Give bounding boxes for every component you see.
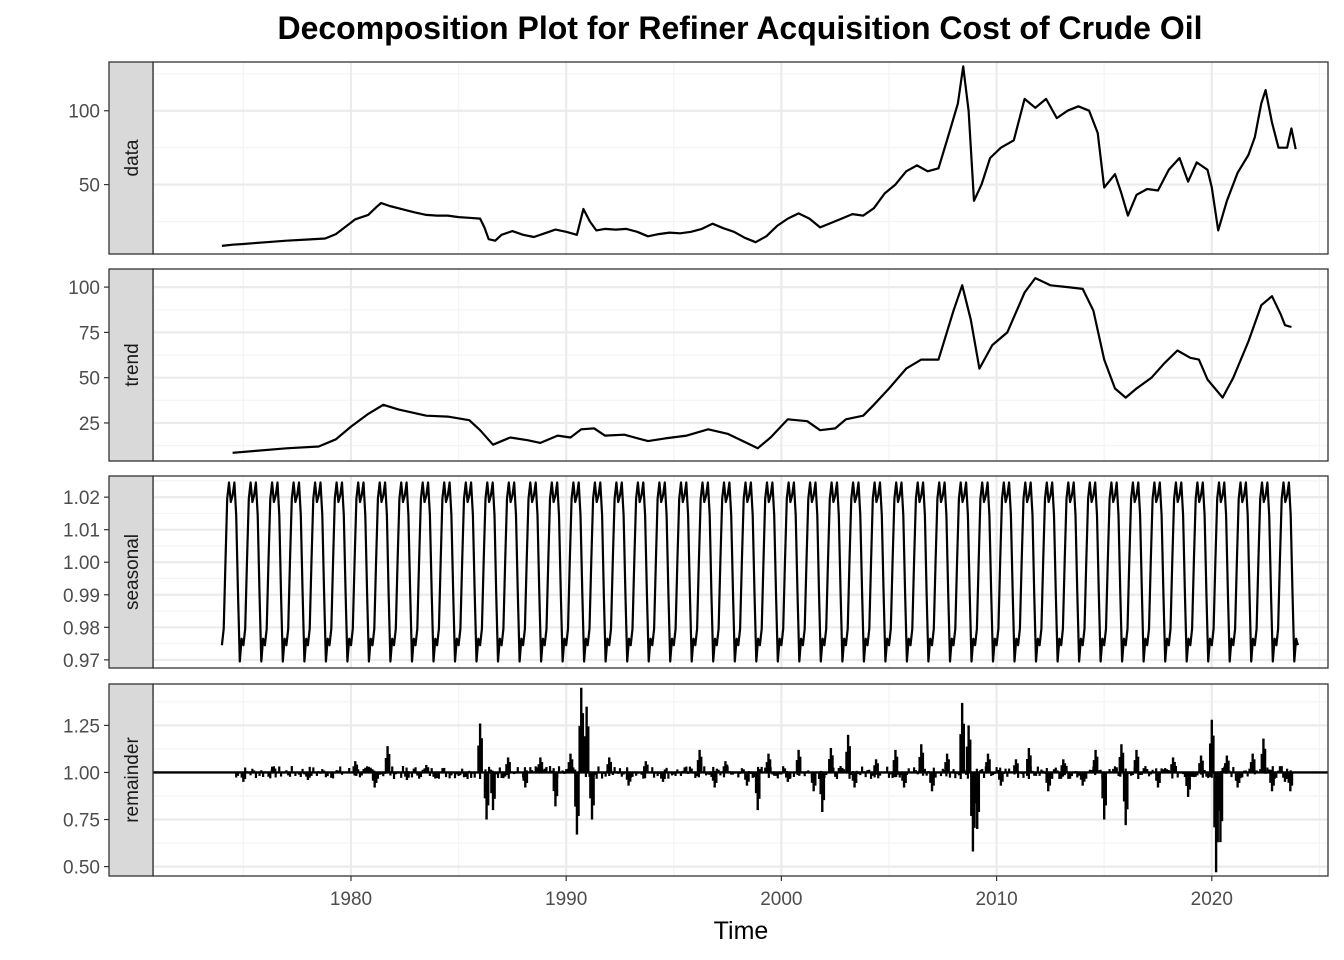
y-tick-label: 1.00 xyxy=(63,763,100,784)
y-tick-label: 100 xyxy=(68,102,100,123)
x-tick-label: 2020 xyxy=(1191,889,1233,910)
x-axis: 1980 1990 2000 2010 2020 xyxy=(330,876,1233,910)
y-tick-label: 75 xyxy=(79,323,100,344)
panel-trend: 25 50 75 100 trend xyxy=(68,268,1329,462)
strip-label-remainder: remainder xyxy=(122,737,143,823)
x-tick-label: 1990 xyxy=(545,889,587,910)
trend-series-line xyxy=(232,277,1292,454)
chart-title: Decomposition Plot for Refiner Acquisiti… xyxy=(277,10,1202,46)
strip-background xyxy=(108,61,154,255)
panel-remainder: 0.50 0.75 1.00 1.25 remainder xyxy=(63,683,1329,879)
data-series-line xyxy=(221,65,1297,247)
strip-background xyxy=(108,683,154,877)
y-tick-label: 0.75 xyxy=(63,811,100,832)
strip-background xyxy=(108,475,154,669)
y-tick-label: 1.01 xyxy=(63,521,100,542)
y-tick-label: 0.97 xyxy=(63,651,100,672)
panel-background xyxy=(153,62,1328,254)
panel-background xyxy=(153,684,1328,876)
panels-layer: 50 100 data 25 50 75 100 trend 0.97 0.98 0.99 1.00 1… xyxy=(63,61,1329,879)
strip-background xyxy=(108,268,154,462)
y-tick-label: 100 xyxy=(68,278,100,299)
x-tick-label: 1980 xyxy=(330,889,372,910)
y-tick-label: 0.98 xyxy=(63,618,100,639)
panel-background xyxy=(153,269,1328,461)
y-tick-label: 50 xyxy=(79,369,100,390)
strip-label-trend: trend xyxy=(122,343,143,386)
y-tick-label: 1.02 xyxy=(63,488,100,509)
strip-label-data: data xyxy=(122,139,143,176)
strip-label-seasonal: seasonal xyxy=(122,534,143,610)
y-tick-label: 25 xyxy=(79,414,100,435)
y-tick-label: 0.50 xyxy=(63,858,100,879)
y-tick-label: 1.00 xyxy=(63,553,100,574)
x-tick-label: 2010 xyxy=(975,889,1017,910)
y-tick-label: 1.25 xyxy=(63,716,100,737)
panel-seasonal: 0.97 0.98 0.99 1.00 1.01 1.02 seasonal xyxy=(63,475,1329,672)
panel-data: 50 100 data xyxy=(68,61,1329,255)
seasonal-series-line xyxy=(220,481,1299,663)
y-tick-label: 50 xyxy=(79,176,100,197)
x-axis-title: Time xyxy=(714,917,769,945)
y-tick-label: 0.99 xyxy=(63,586,100,607)
x-tick-label: 2000 xyxy=(760,889,802,910)
